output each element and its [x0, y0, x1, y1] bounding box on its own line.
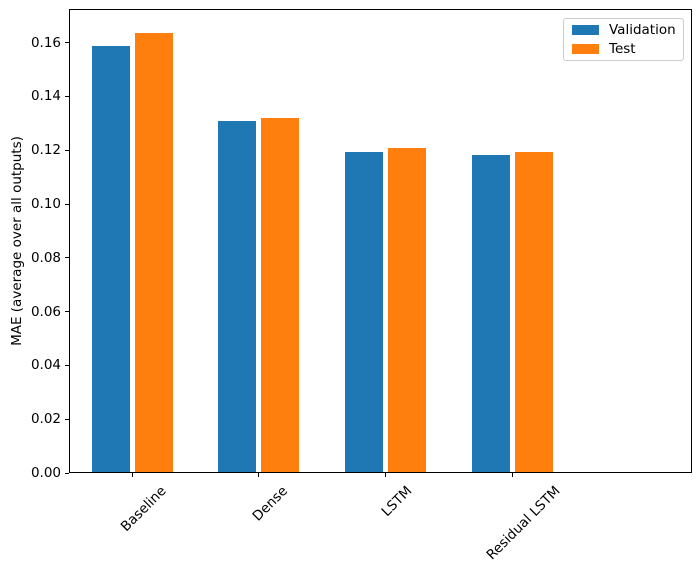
y-tick-mark	[65, 42, 69, 44]
legend-label-validation: Validation	[609, 21, 676, 38]
y-tick-mark	[65, 418, 69, 420]
legend-item-test: Test	[572, 40, 675, 57]
x-tick-label-dense: Dense	[249, 483, 291, 525]
y-tick-mark	[65, 472, 69, 474]
y-tick-label: 0.06	[30, 303, 61, 320]
y-tick-label: 0.02	[30, 411, 61, 428]
x-tick-label-lstm: LSTM	[378, 483, 416, 520]
y-tick-label: 0.08	[30, 249, 61, 266]
y-tick-label: 0.04	[30, 357, 61, 374]
bar-test-baseline	[134, 32, 173, 472]
y-tick-label: 0.10	[30, 196, 61, 212]
bar-test-dense	[261, 118, 300, 472]
y-tick-mark	[65, 149, 69, 151]
bar-validation-dense	[218, 121, 257, 472]
y-tick-mark	[65, 257, 69, 259]
bar-validation-residual-lstm	[471, 154, 510, 472]
bar-test-residual-lstm	[514, 151, 553, 472]
y-tick-mark	[65, 95, 69, 97]
bar-validation-baseline	[91, 46, 130, 472]
test-color-swatch	[572, 44, 599, 54]
bar-test-lstm	[388, 147, 427, 472]
y-tick-label: 0.16	[30, 34, 61, 51]
x-tick-mark	[258, 473, 260, 477]
y-tick-label: 0.00	[30, 465, 61, 481]
x-tick-mark	[511, 473, 513, 477]
plot-area	[69, 9, 692, 473]
validation-color-swatch	[572, 25, 599, 35]
y-tick-mark	[65, 364, 69, 366]
x-tick-mark	[385, 473, 387, 477]
x-tick-mark	[131, 473, 133, 477]
legend-label-test: Test	[609, 40, 636, 57]
y-tick-mark	[65, 203, 69, 205]
bar-validation-lstm	[345, 151, 384, 472]
y-tick-label: 0.12	[30, 142, 61, 159]
x-tick-label-baseline: Baseline	[117, 483, 170, 535]
x-tick-label-residual-lstm: Residual LSTM	[483, 483, 564, 564]
legend: Validation Test	[563, 18, 684, 61]
y-tick-mark	[65, 311, 69, 313]
y-tick-label: 0.14	[30, 88, 61, 105]
legend-item-validation: Validation	[572, 21, 676, 38]
